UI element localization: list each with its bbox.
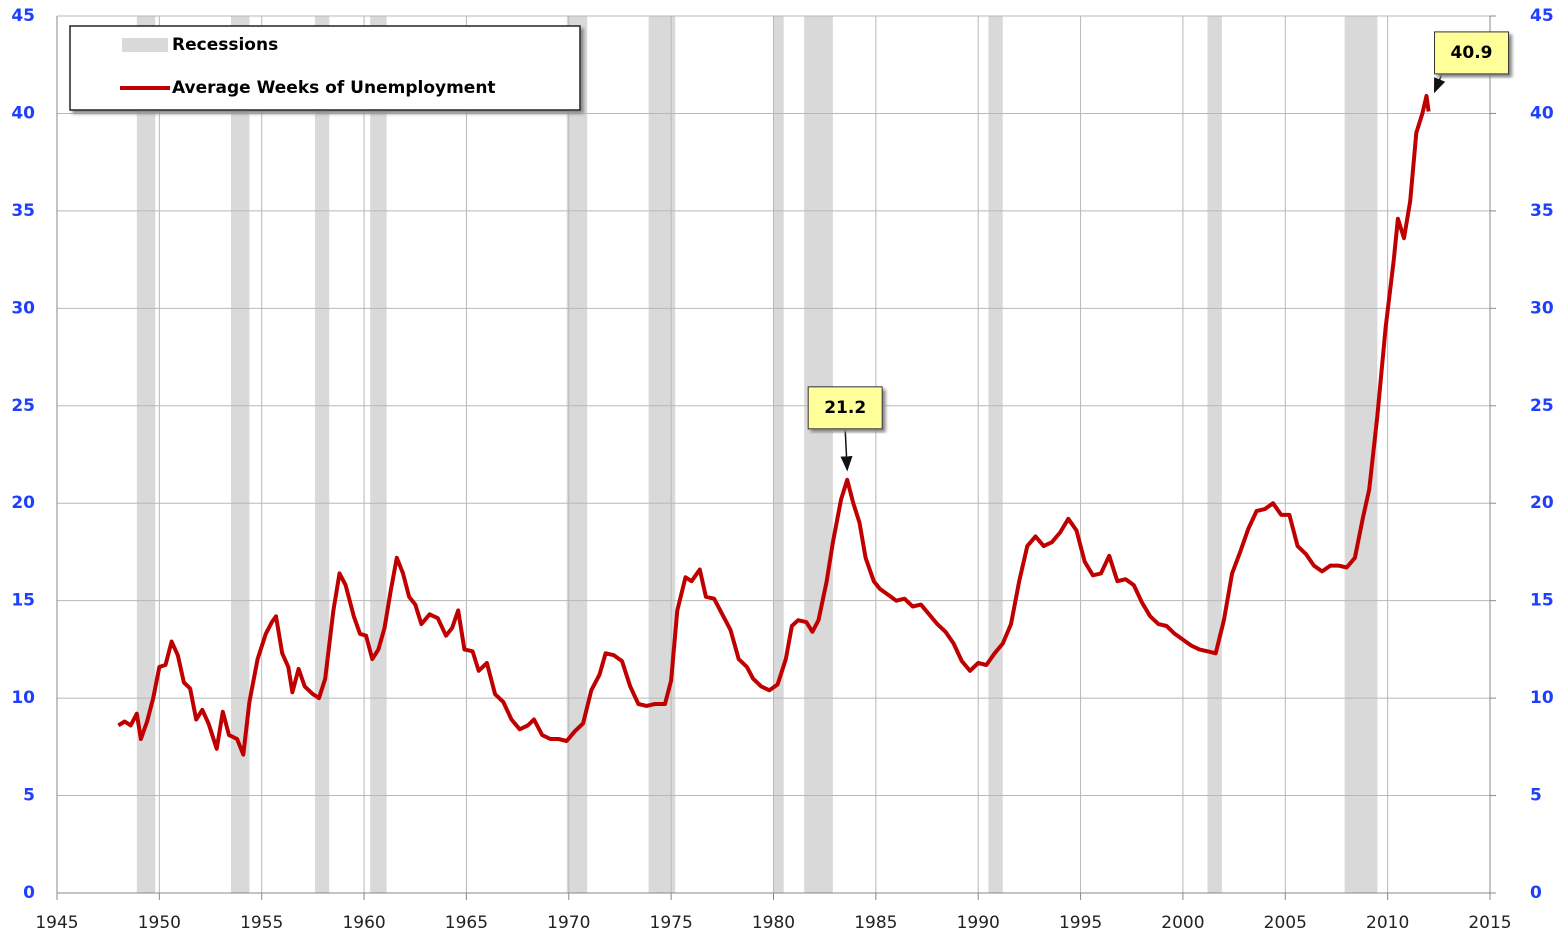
- y-tick-label: 15: [11, 591, 35, 611]
- y-tick-label: 5: [23, 786, 35, 806]
- y-tick-label: 10: [11, 688, 35, 708]
- x-tick-label: 1960: [342, 913, 385, 933]
- annotation-arrow: [1433, 74, 1446, 94]
- y-tick-label: 20: [11, 493, 35, 513]
- recession-band: [804, 16, 833, 893]
- recession-band: [566, 16, 588, 893]
- recession-band: [988, 16, 1003, 893]
- x-tick-label: 1950: [138, 913, 181, 933]
- x-tick-label: 1945: [35, 913, 78, 933]
- x-tick-label: 2015: [1468, 913, 1511, 933]
- y-tick-label: 30: [11, 298, 35, 318]
- y-tick-label: 0: [23, 883, 35, 903]
- y-tick-label: 35: [11, 201, 35, 221]
- x-tick-label: 2000: [1161, 913, 1204, 933]
- x-tick-label: 1995: [1059, 913, 1102, 933]
- legend-label: Average Weeks of Unemployment: [172, 78, 496, 98]
- legend-label: Recessions: [172, 35, 278, 55]
- y2-tick-label: 20: [1530, 493, 1554, 513]
- y2-tick-label: 0: [1530, 883, 1542, 903]
- recession-band: [314, 16, 330, 893]
- x-tick-label: 1990: [957, 913, 1000, 933]
- y2-tick-label: 40: [1530, 103, 1554, 123]
- y2-tick-label: 35: [1530, 201, 1554, 221]
- y2-tick-label: 25: [1530, 396, 1554, 416]
- x-tick-label: 2010: [1366, 913, 1409, 933]
- x-tick-label: 1965: [445, 913, 488, 933]
- annotation-label: 40.9: [1451, 43, 1493, 63]
- y-tick-label: 25: [11, 396, 35, 416]
- y2-tick-label: 45: [1530, 6, 1554, 26]
- x-tick-label: 2005: [1264, 913, 1307, 933]
- series-line: [117, 93, 1431, 757]
- y-tick-label: 45: [11, 6, 35, 26]
- recession-band: [231, 16, 250, 893]
- legend-swatch: [122, 38, 168, 52]
- x-tick-label: 1955: [240, 913, 283, 933]
- y2-tick-label: 15: [1530, 591, 1554, 611]
- recession-band: [773, 16, 784, 893]
- x-tick-label: 1970: [547, 913, 590, 933]
- y2-tick-label: 10: [1530, 688, 1554, 708]
- y2-tick-label: 30: [1530, 298, 1554, 318]
- y-tick-label: 40: [11, 103, 35, 123]
- x-tick-label: 1985: [854, 913, 897, 933]
- recession-band: [1207, 16, 1222, 893]
- annotation-box: [1434, 31, 1510, 75]
- recession-band: [136, 16, 156, 893]
- annotation-box: [807, 386, 883, 430]
- annotation-label: 21.2: [824, 398, 866, 418]
- x-tick-label: 1975: [650, 913, 693, 933]
- recession-band: [370, 16, 387, 893]
- annotation-arrow: [840, 429, 853, 472]
- y2-tick-label: 5: [1530, 786, 1542, 806]
- x-tick-label: 1980: [752, 913, 795, 933]
